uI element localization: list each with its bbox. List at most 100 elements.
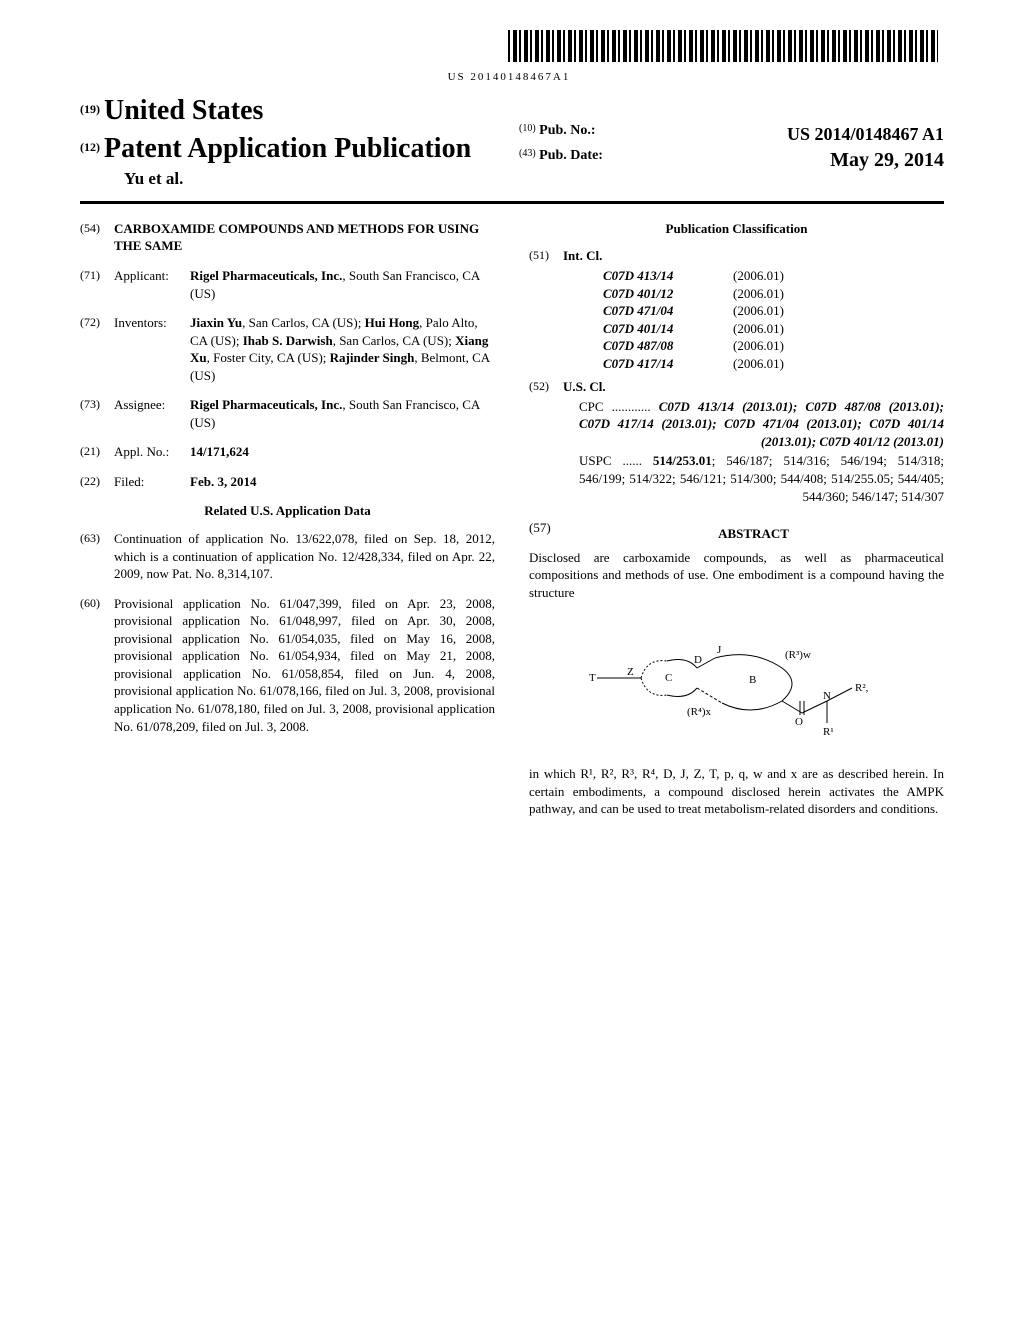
chem-label-d: D (694, 654, 702, 666)
chem-label-r3w: (R³)w (785, 649, 811, 661)
left-column: (54) CARBOXAMIDE COMPOUNDS AND METHODS F… (80, 220, 495, 818)
intcl-year: (2006.01) (733, 302, 784, 320)
continuation-text: Continuation of application No. 13/622,0… (114, 530, 495, 583)
chemical-structure: T Z C D J B (R³)w (R⁴)x O N R², R¹ (529, 623, 944, 743)
uspc-first: 514/253.01 (653, 453, 712, 468)
intcl-code: C07D 487/08 (603, 337, 733, 355)
field-63-num: (63) (80, 530, 114, 583)
invention-title: CARBOXAMIDE COMPOUNDS AND METHODS FOR US… (114, 220, 495, 255)
abstract-paragraph-2: in which R¹, R², R³, R⁴, D, J, Z, T, p, … (529, 765, 944, 818)
publication-type-line: (12) Patent Application Publication (80, 130, 505, 168)
field-22: (22) Filed: Feb. 3, 2014 (80, 473, 495, 491)
structure-svg: T Z C D J B (R³)w (R⁴)x O N R², R¹ (587, 623, 887, 743)
intcl-table: C07D 413/14(2006.01) C07D 401/12(2006.01… (603, 267, 944, 372)
pubdate-label: Pub. Date: (539, 147, 642, 174)
field-71: (71) Applicant: Rigel Pharmaceuticals, I… (80, 267, 495, 302)
chem-label-r1: R¹ (823, 726, 834, 738)
cpc-block: CPC ............ C07D 413/14 (2013.01); … (579, 398, 944, 505)
field-57-num: (57) (529, 519, 563, 549)
inventor-loc: , San Carlos, CA (US); (333, 333, 455, 348)
barcode-area: US 20140148467A1 (80, 30, 944, 84)
uspc-prefix: USPC ...... (579, 453, 642, 468)
classification-heading: Publication Classification (529, 220, 944, 238)
chem-label-b: B (749, 674, 756, 686)
intcl-year: (2006.01) (733, 337, 784, 355)
inventor-name: Hui Hong (365, 315, 420, 330)
field-21-num: (21) (80, 443, 114, 461)
author-line: Yu et al. (124, 168, 505, 191)
code-43: (43) (519, 147, 536, 174)
field-54: (54) CARBOXAMIDE COMPOUNDS AND METHODS F… (80, 220, 495, 255)
field-51-num: (51) (529, 247, 563, 265)
field-60-num: (60) (80, 595, 114, 735)
intcl-year: (2006.01) (733, 285, 784, 303)
uscl-label: U.S. Cl. (563, 378, 944, 396)
field-73-num: (73) (80, 396, 114, 431)
assignee-value: Rigel Pharmaceuticals, Inc., South San F… (190, 396, 495, 431)
intcl-code: C07D 471/04 (603, 302, 733, 320)
chem-label-c: C (665, 672, 672, 684)
field-51: (51) Int. Cl. (529, 247, 944, 265)
inventor-loc: , San Carlos, CA (US); (242, 315, 364, 330)
inventor-name: Ihab S. Darwish (243, 333, 333, 348)
chem-label-o: O (795, 716, 803, 728)
chem-label-n: N (823, 690, 831, 702)
intcl-row: C07D 487/08(2006.01) (603, 337, 944, 355)
code-10: (10) (519, 122, 536, 146)
chem-label-r2: R², (855, 682, 869, 694)
assignee-name: Rigel Pharmaceuticals, Inc. (190, 397, 342, 412)
filed-date: Feb. 3, 2014 (190, 473, 495, 491)
intcl-code: C07D 401/14 (603, 320, 733, 338)
field-60: (60) Provisional application No. 61/047,… (80, 595, 495, 735)
field-63: (63) Continuation of application No. 13/… (80, 530, 495, 583)
publication-type: Patent Application Publication (104, 133, 471, 164)
cpc-line: CPC ............ C07D 413/14 (2013.01); … (579, 398, 944, 451)
intcl-row: C07D 413/14(2006.01) (603, 267, 944, 285)
intcl-label: Int. Cl. (563, 247, 944, 265)
header-rule (80, 201, 944, 204)
pubno-row: (10) Pub. No.: US 2014/0148467 A1 (519, 122, 944, 146)
document-header: (19) United States (12) Patent Application… (80, 92, 944, 191)
body-columns: (54) CARBOXAMIDE COMPOUNDS AND METHODS F… (80, 220, 944, 818)
abstract-heading: ABSTRACT (563, 525, 944, 543)
pubdate-value: May 29, 2014 (642, 147, 944, 174)
field-22-label: Filed: (114, 473, 190, 491)
code-12: (12) (80, 140, 100, 154)
intcl-row: C07D 417/14(2006.01) (603, 355, 944, 373)
intcl-row: C07D 471/04(2006.01) (603, 302, 944, 320)
field-52-num: (52) (529, 378, 563, 396)
intcl-year: (2006.01) (733, 355, 784, 373)
inventor-name: Rajinder Singh (330, 350, 415, 365)
intcl-year: (2006.01) (733, 267, 784, 285)
country-name: United States (104, 95, 263, 126)
inventor-loc: , Foster City, CA (US); (207, 350, 330, 365)
code-19: (19) (80, 102, 100, 116)
field-54-num: (54) (80, 220, 114, 255)
field-21: (21) Appl. No.: 14/171,624 (80, 443, 495, 461)
country-line: (19) United States (80, 92, 505, 130)
intcl-code: C07D 417/14 (603, 355, 733, 373)
intcl-code: C07D 401/12 (603, 285, 733, 303)
provisional-text: Provisional application No. 61/047,399, … (114, 595, 495, 735)
related-data-heading: Related U.S. Application Data (80, 502, 495, 520)
pubno-value: US 2014/0148467 A1 (642, 122, 944, 146)
chem-label-j: J (717, 644, 722, 656)
intcl-year: (2006.01) (733, 320, 784, 338)
intcl-row: C07D 401/14(2006.01) (603, 320, 944, 338)
field-71-label: Applicant: (114, 267, 190, 302)
chem-label-t: T (589, 672, 596, 684)
field-71-num: (71) (80, 267, 114, 302)
field-22-num: (22) (80, 473, 114, 491)
inventors-value: Jiaxin Yu, San Carlos, CA (US); Hui Hong… (190, 314, 495, 384)
abstract-paragraph-1: Disclosed are carboxamide compounds, as … (529, 549, 944, 602)
cpc-prefix: CPC ............ (579, 399, 651, 414)
applicant-name: Rigel Pharmaceuticals, Inc. (190, 268, 342, 283)
appl-no: 14/171,624 (190, 443, 495, 461)
field-52: (52) U.S. Cl. (529, 378, 944, 396)
intcl-code: C07D 413/14 (603, 267, 733, 285)
barcode-graphic (508, 30, 938, 62)
field-72: (72) Inventors: Jiaxin Yu, San Carlos, C… (80, 314, 495, 384)
chem-label-z: Z (627, 666, 634, 678)
barcode-text: US 20140148467A1 (80, 70, 938, 85)
pubdate-row: (43) Pub. Date: May 29, 2014 (519, 147, 944, 174)
